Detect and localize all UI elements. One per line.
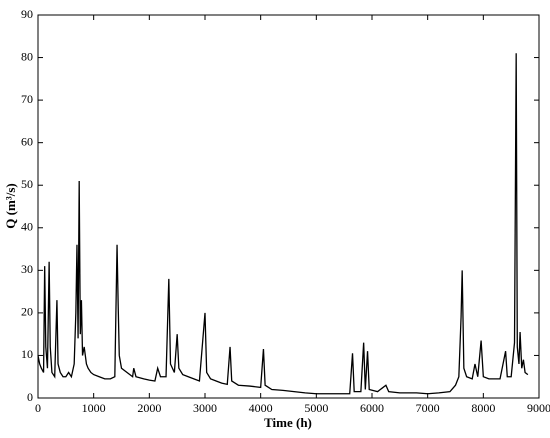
x-axis-label: Time (h) (264, 415, 312, 430)
x-tick-label: 4000 (249, 401, 273, 415)
x-tick-label: 0 (35, 401, 41, 415)
y-tick-label: 60 (21, 134, 33, 148)
y-tick-label: 70 (21, 92, 33, 106)
x-tick-label: 8000 (471, 401, 495, 415)
x-tick-label: 3000 (193, 401, 217, 415)
y-tick-label: 80 (21, 49, 33, 63)
y-tick-label: 0 (27, 390, 33, 404)
y-tick-label: 20 (21, 305, 33, 319)
y-tick-label: 90 (21, 7, 33, 21)
x-tick-label: 5000 (304, 401, 328, 415)
x-tick-label: 6000 (360, 401, 384, 415)
y-tick-label: 10 (21, 347, 33, 361)
x-tick-label: 7000 (416, 401, 440, 415)
x-tick-label: 2000 (137, 401, 161, 415)
y-tick-label: 30 (21, 262, 33, 276)
plot-frame (37, 14, 540, 399)
y-tick-label: 50 (21, 177, 33, 191)
y-axis-label: Q (m³/s) (3, 183, 18, 228)
y-tick-label: 40 (21, 220, 33, 234)
x-tick-label: 9000 (527, 401, 550, 415)
data-line (37, 53, 529, 395)
x-tick-label: 1000 (82, 401, 106, 415)
